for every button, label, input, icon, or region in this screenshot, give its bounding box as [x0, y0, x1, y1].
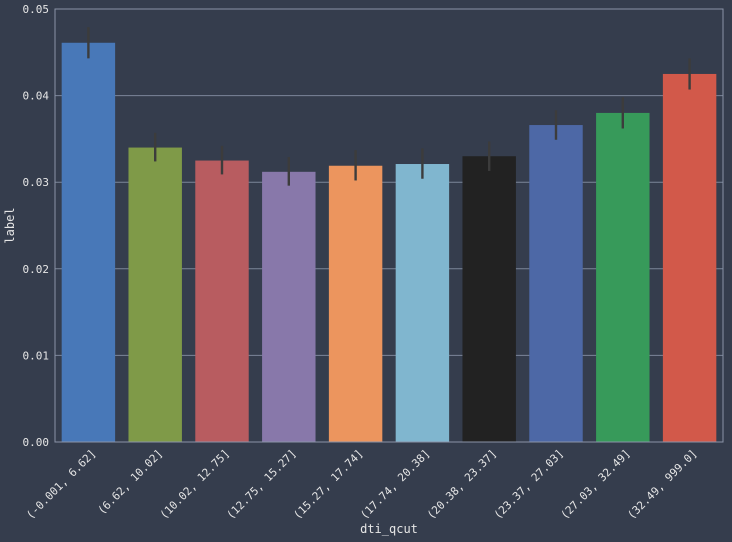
y-tick-labels: 0.00 0.01 0.02 0.03 0.04 0.05 [23, 3, 50, 449]
y-axis-label: label [3, 207, 17, 243]
bar [462, 156, 516, 442]
x-tick-label: (17.74, 20.38] [358, 447, 433, 522]
y-tick-label: 0.02 [23, 263, 50, 276]
bar [61, 42, 116, 443]
error-bars [87, 27, 691, 186]
x-tick-label: (20.38, 23.37] [425, 447, 500, 522]
plot-frame [54, 8, 724, 443]
bar [662, 73, 717, 442]
x-tick-label: (-0.001, 6.62] [24, 447, 99, 522]
x-tick-label: (32.49, 999.0] [625, 447, 700, 522]
bar [395, 164, 450, 442]
y-tick-label: 0.05 [23, 3, 50, 16]
y-tick-label: 0.04 [23, 90, 50, 103]
bar [328, 165, 383, 442]
bar [529, 125, 583, 442]
y-tick-label: 0.01 [23, 349, 50, 362]
bar [128, 147, 182, 442]
y-tick-label: 0.00 [23, 436, 50, 449]
x-tick-label: (27.03, 32.49] [558, 447, 633, 522]
x-tick-label: (23.37, 27.03] [491, 447, 566, 522]
x-tick-label: (10.02, 12.75] [157, 447, 232, 522]
y-tick-label: 0.03 [23, 176, 50, 189]
bar [195, 160, 249, 443]
x-axis-label: dti_qcut [360, 522, 418, 536]
bar [262, 171, 316, 443]
x-tick-label: (12.75, 15.27] [224, 447, 299, 522]
bars [61, 42, 717, 443]
x-tick-labels: (-0.001, 6.62](6.62, 10.02](10.02, 12.75… [24, 447, 700, 522]
bar [596, 112, 650, 443]
x-tick-label: (15.27, 17.74] [291, 447, 366, 522]
x-tick-label: (6.62, 10.02] [95, 447, 165, 517]
